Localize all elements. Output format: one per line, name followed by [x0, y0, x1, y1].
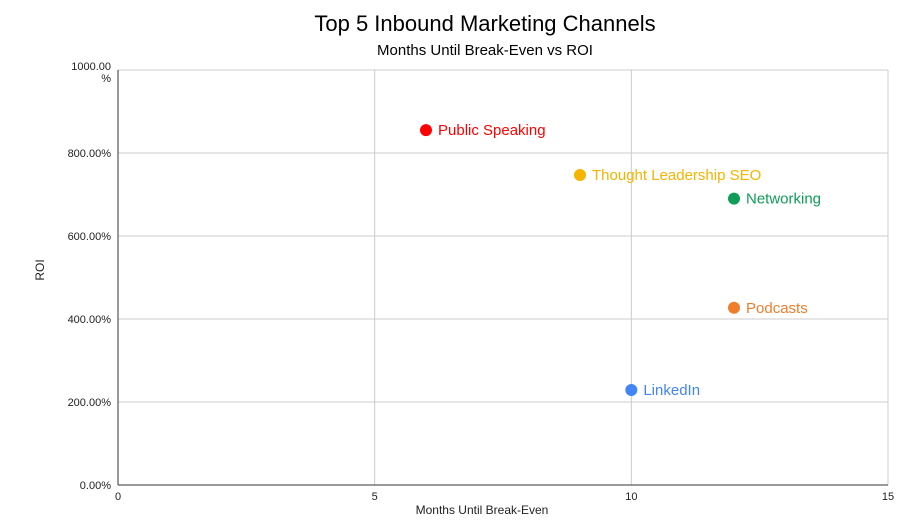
data-point-label: Thought Leadership SEO — [592, 167, 761, 184]
y-tick-label: 800.00% — [68, 148, 112, 160]
data-point — [420, 124, 432, 137]
points-layer: Public Speaking Thought Leadership SEO Net… — [420, 122, 821, 399]
chart-subtitle: Months Until Break-Even vs ROI — [377, 42, 593, 59]
data-point-label: LinkedIn — [643, 382, 700, 399]
data-point-label: Podcasts — [746, 300, 808, 317]
data-point — [728, 301, 740, 314]
axes-layer: 0 5 10 15 0.00% 200.00% 400.00% 600.00% 800.00% 1… — [68, 61, 895, 503]
x-tick-label: 10 — [625, 491, 637, 503]
data-point-label: Networking — [746, 191, 821, 208]
x-tick-label: 0 — [115, 491, 121, 503]
data-point — [625, 383, 638, 396]
grid-layer — [118, 69, 889, 485]
data-point — [574, 168, 586, 181]
x-axis-label: Months Until Break-Even — [416, 503, 549, 517]
x-tick-label: 5 — [372, 491, 378, 503]
y-tick-label: 0.00% — [80, 480, 111, 492]
data-point-label: Public Speaking — [438, 122, 546, 139]
y-axis-label: ROI — [33, 259, 47, 280]
y-tick-label: 600.00% — [68, 231, 112, 243]
y-tick-label: 1000.00% — [71, 61, 111, 85]
x-tick-label: 15 — [882, 491, 894, 503]
data-point — [728, 192, 740, 205]
y-tick-label: 200.00% — [68, 397, 112, 409]
chart-title: Top 5 Inbound Marketing Channels — [314, 11, 655, 36]
y-tick-label: 400.00% — [68, 314, 112, 326]
